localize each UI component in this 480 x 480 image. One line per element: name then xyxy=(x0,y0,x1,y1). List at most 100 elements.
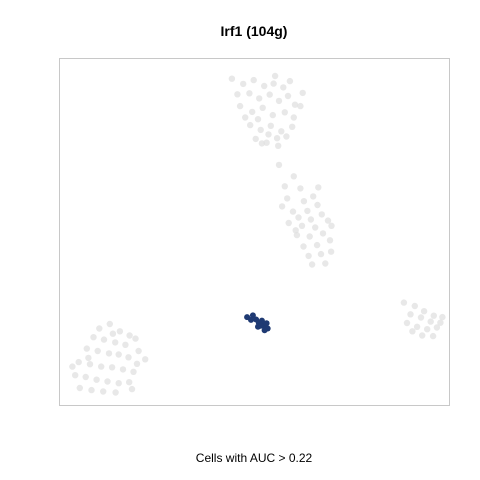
background-point xyxy=(328,222,335,229)
background-point xyxy=(300,198,308,205)
background-point xyxy=(116,328,124,335)
background-point xyxy=(327,248,335,255)
background-point xyxy=(83,345,91,352)
background-point xyxy=(90,334,97,341)
background-point xyxy=(310,193,317,200)
background-point xyxy=(275,142,282,149)
background-point xyxy=(289,123,296,130)
background-point xyxy=(286,77,294,85)
background-point xyxy=(126,379,133,386)
background-point xyxy=(417,314,425,321)
background-point xyxy=(300,243,307,250)
background-point xyxy=(319,230,327,237)
background-point xyxy=(266,91,273,98)
background-point xyxy=(297,185,304,192)
background-point xyxy=(407,311,414,318)
background-point xyxy=(236,102,244,110)
background-point xyxy=(429,332,437,340)
background-point xyxy=(125,354,132,361)
background-point xyxy=(290,114,297,121)
background-point xyxy=(108,364,116,371)
background-point xyxy=(96,325,103,332)
background-point xyxy=(318,211,325,218)
background-point xyxy=(411,302,418,310)
background-point xyxy=(72,372,79,379)
background-point xyxy=(281,109,288,116)
background-point xyxy=(312,224,319,231)
chart-caption: Cells with AUC > 0.22 xyxy=(196,451,313,465)
background-point xyxy=(250,76,257,84)
background-point xyxy=(291,101,299,108)
background-point xyxy=(119,366,127,373)
background-point xyxy=(82,373,89,381)
background-point xyxy=(324,217,332,224)
background-point xyxy=(273,135,281,142)
background-point xyxy=(313,241,321,249)
background-point xyxy=(252,135,259,143)
background-point xyxy=(105,350,113,357)
background-point xyxy=(271,72,279,80)
background-point xyxy=(305,252,312,260)
background-point xyxy=(284,92,292,100)
background-point xyxy=(104,378,111,385)
background-point xyxy=(242,114,249,121)
chart-title: Irf1 (104g) xyxy=(221,23,288,39)
background-point xyxy=(267,122,274,129)
background-point xyxy=(314,201,321,209)
background-point xyxy=(256,95,263,102)
background-point xyxy=(261,82,268,90)
background-point xyxy=(112,339,119,346)
background-point xyxy=(258,140,266,147)
background-point xyxy=(295,214,302,221)
background-point xyxy=(94,347,101,355)
background-point xyxy=(269,111,276,119)
background-point xyxy=(424,326,431,333)
background-point xyxy=(289,208,297,215)
background-point xyxy=(246,90,253,97)
background-point xyxy=(420,308,428,315)
background-point xyxy=(275,161,283,169)
background-point xyxy=(135,347,142,355)
background-point xyxy=(285,219,292,227)
background-point xyxy=(439,313,446,321)
background-point xyxy=(254,116,262,123)
background-point xyxy=(293,231,301,239)
background-point xyxy=(126,332,133,339)
background-point xyxy=(283,133,290,140)
background-point xyxy=(88,386,95,394)
background-point xyxy=(280,84,287,91)
background-point xyxy=(86,361,94,368)
background-point xyxy=(290,173,297,180)
background-point xyxy=(76,384,84,392)
background-point xyxy=(403,319,411,327)
background-point xyxy=(75,358,82,366)
background-point xyxy=(284,195,291,202)
background-point xyxy=(128,385,136,393)
highlight-point xyxy=(258,317,265,324)
highlight-point xyxy=(261,327,268,334)
background-point xyxy=(263,139,270,146)
background-point xyxy=(400,299,408,306)
highlight-point xyxy=(257,322,264,329)
background-point xyxy=(298,222,306,229)
background-point xyxy=(437,319,444,326)
background-point xyxy=(326,237,334,244)
background-point xyxy=(247,121,254,129)
background-point xyxy=(257,126,264,134)
background-point xyxy=(249,108,256,116)
background-point xyxy=(85,354,92,362)
background-point xyxy=(278,128,285,135)
background-point xyxy=(234,91,241,98)
background-point xyxy=(240,80,247,88)
background-point xyxy=(308,261,316,268)
background-point xyxy=(259,104,266,112)
background-points xyxy=(69,72,446,396)
background-point xyxy=(430,312,437,319)
plot-frame xyxy=(59,58,450,406)
background-point xyxy=(228,75,236,82)
background-point xyxy=(292,227,299,234)
background-point xyxy=(122,341,129,348)
background-point xyxy=(419,332,426,339)
background-point xyxy=(275,97,283,105)
